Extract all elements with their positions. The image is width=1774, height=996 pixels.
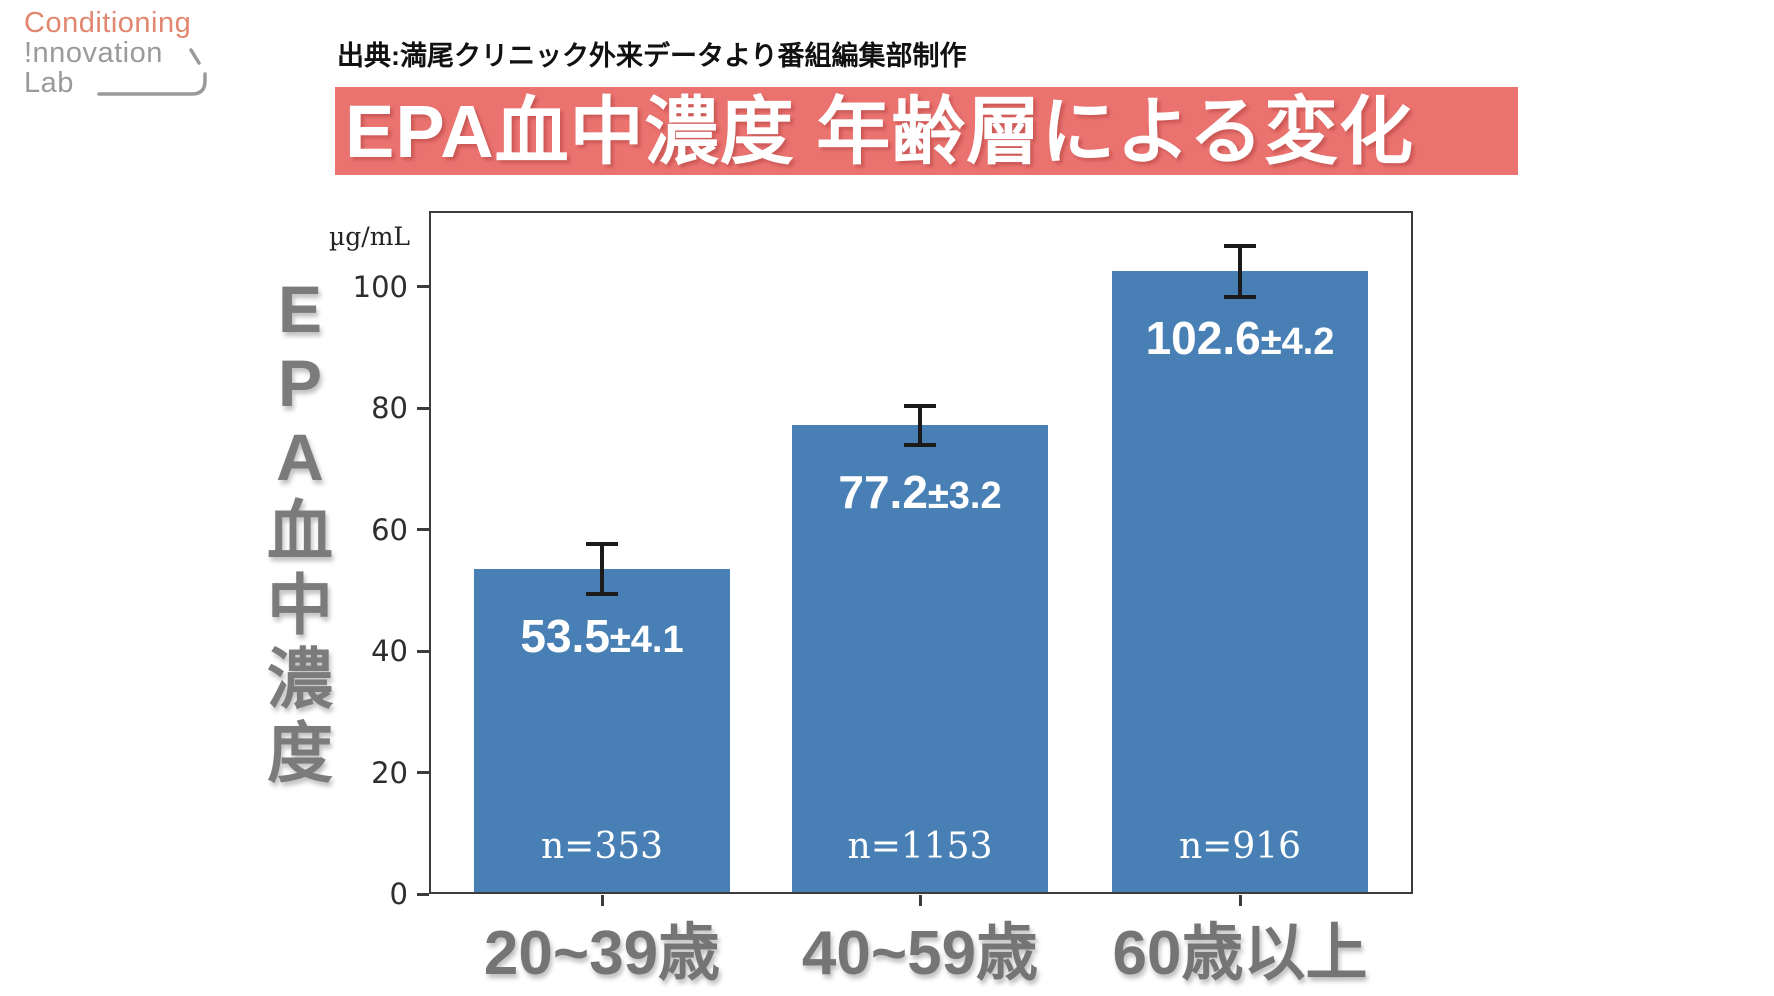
y-axis-title-char: 濃 xyxy=(267,642,333,716)
y-axis-title-char: 血 xyxy=(267,494,333,568)
logo-text-lab: Lab xyxy=(24,67,74,99)
source-note: 出典:満尾クリニック外来データより番組編集部制作 xyxy=(337,41,967,71)
category-label: 40~59歳 xyxy=(801,919,1039,988)
logo: Conditioning !nnovation Lab xyxy=(24,8,244,108)
y-tick-mark xyxy=(417,528,429,532)
y-axis-title-char: E xyxy=(277,272,323,346)
x-tick-mark xyxy=(918,895,922,906)
logo-text-innovation: !nnovation xyxy=(24,37,163,69)
y-tick-mark xyxy=(417,406,429,410)
x-tick-mark xyxy=(1238,895,1242,906)
page-title: EPA血中濃度 年齢層による変化 xyxy=(345,90,1415,173)
logo-text-conditioning: Conditioning xyxy=(24,7,192,39)
y-axis-title-char: 中 xyxy=(267,568,333,642)
y-axis-unit-label: µg/mL xyxy=(329,222,410,251)
category-label: 60歳以上 xyxy=(1112,919,1368,988)
x-tick-mark xyxy=(600,895,604,906)
category-label: 20~39歳 xyxy=(483,919,721,988)
logo-bracket-icon xyxy=(97,48,207,96)
y-tick-mark xyxy=(417,649,429,653)
y-tick-mark xyxy=(417,771,429,775)
title-banner: EPA血中濃度 年齢層による変化 xyxy=(335,87,1518,175)
plot-area xyxy=(429,211,1413,894)
y-tick-mark xyxy=(417,892,429,896)
y-tick-mark xyxy=(417,285,429,289)
y-axis-title-char: A xyxy=(276,420,324,494)
y-axis-title-char: P xyxy=(277,346,323,420)
y-axis-title-char: 度 xyxy=(267,716,333,790)
y-tick-label: 0 xyxy=(389,877,408,911)
